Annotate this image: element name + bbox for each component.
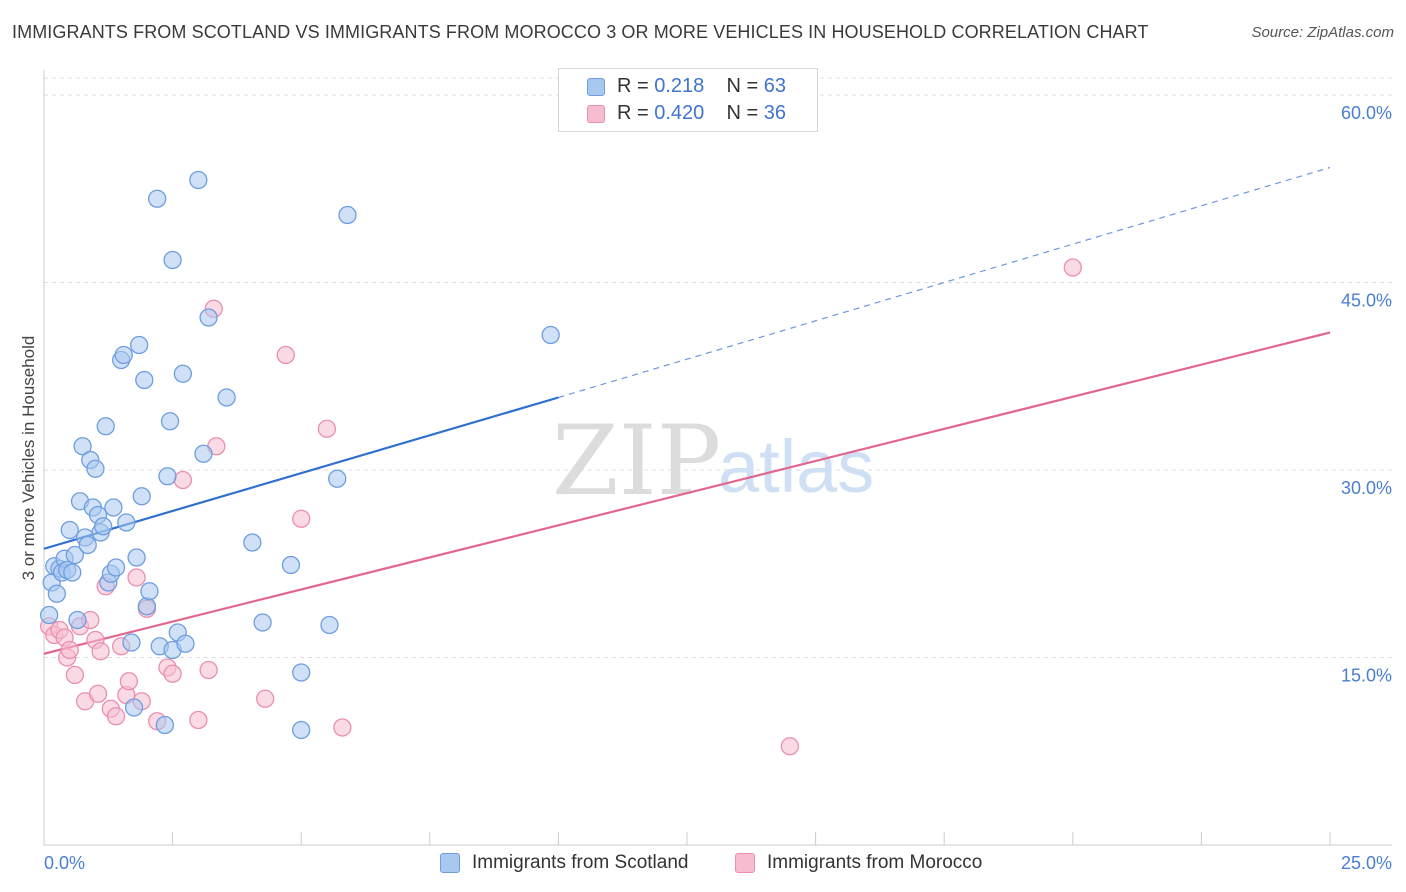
legend-swatch-morocco [587,105,605,123]
point-morocco [106,707,126,726]
point-scotland [122,633,141,652]
x-tick-label-max: 25.0% [1341,853,1392,873]
point-scotland [124,698,144,717]
series-legend: Immigrants from Scotland Immigrants from… [0,850,1406,880]
point-scotland [160,412,180,431]
point-scotland [68,610,87,630]
point-scotland [176,634,195,653]
point-scotland [155,715,175,735]
point-scotland [114,345,133,365]
chart-title: IMMIGRANTS FROM SCOTLAND VS IMMIGRANTS F… [12,22,1149,42]
y-tick-label: 60.0% [1341,103,1392,123]
point-scotland [132,487,151,506]
legend-swatch-scotland [587,78,605,96]
point-morocco [256,689,275,708]
point-scotland [173,364,193,383]
point-scotland [158,467,177,486]
y-tick-labels: 15.0% 30.0% 45.0% 60.0% [1341,103,1392,686]
legend: R = 0.218 N = 63 R = 0.420 N = 36 [558,68,818,132]
point-scotland [253,613,272,632]
point-morocco [780,737,800,756]
series-swatch-scotland [440,853,460,873]
point-morocco [163,664,182,683]
legend-r-label: R = [617,102,649,124]
y-tick-label: 30.0% [1341,478,1392,498]
point-morocco [199,660,218,680]
point-morocco [189,710,208,730]
series-swatch-morocco [735,853,755,873]
legend-n-value: 63 [763,75,787,97]
point-morocco [317,419,337,438]
point-morocco [276,345,295,365]
point-scotland [163,250,182,270]
legend-r-value: 0.218 [654,75,705,97]
point-scotland [127,548,146,567]
point-scotland [117,513,136,532]
trend-line-morocco [43,331,1331,655]
point-scotland [292,720,311,740]
point-scotland [65,545,85,565]
data-points [39,170,1082,756]
y-axis-label: 3 or more Vehicles in Household [19,336,38,581]
point-scotland [338,205,357,225]
point-scotland [104,498,123,517]
x-tick-label-min: 0.0% [44,853,85,873]
point-scotland [96,417,115,436]
point-scotland [106,558,126,577]
series-label-morocco: Immigrants from Morocco [767,852,983,873]
point-morocco [91,642,110,661]
point-morocco [333,718,352,737]
point-morocco [65,665,85,685]
point-morocco [119,672,139,691]
legend-r-label: R = [617,75,649,97]
point-scotland [86,459,105,478]
legend-n-label: N = [726,102,759,124]
point-morocco [292,509,311,528]
point-scotland [140,582,159,601]
point-scotland [137,597,157,616]
y-tick-label: 15.0% [1341,666,1392,686]
point-scotland [217,388,236,407]
point-scotland [135,370,154,390]
axes [43,70,1392,846]
point-scotland [243,533,262,552]
point-scotland [148,189,167,208]
point-scotland [39,605,59,625]
point-morocco [88,684,108,703]
point-morocco [173,470,193,490]
legend-n-value: 36 [763,102,787,124]
point-scotland [194,444,213,463]
point-scotland [130,335,149,355]
point-scotland [292,663,311,682]
point-scotland [189,170,208,190]
point-scotland [47,584,67,603]
watermark: ZIP atlas [552,405,874,517]
point-scotland [320,615,339,635]
trend-line-scotland-extension [558,166,1331,399]
point-scotland [541,325,560,345]
point-scotland [281,555,301,575]
point-scotland [328,469,347,488]
point-morocco [1063,258,1082,277]
point-scotland [63,563,82,582]
point-morocco [60,640,79,660]
point-scotland [199,308,218,327]
series-label-scotland: Immigrants from Scotland [472,852,689,873]
point-scotland [94,517,113,536]
point-scotland [73,437,92,456]
point-scotland [60,520,79,540]
point-scotland [78,535,97,555]
watermark-zip: ZIP [552,405,721,517]
legend-n-label: N = [726,75,759,97]
source-label: Source: ZipAtlas.com [1251,24,1394,41]
x-tick-marks [43,832,1331,845]
y-tick-label: 45.0% [1341,291,1392,311]
point-morocco [127,568,146,587]
legend-r-value: 0.420 [654,102,705,124]
